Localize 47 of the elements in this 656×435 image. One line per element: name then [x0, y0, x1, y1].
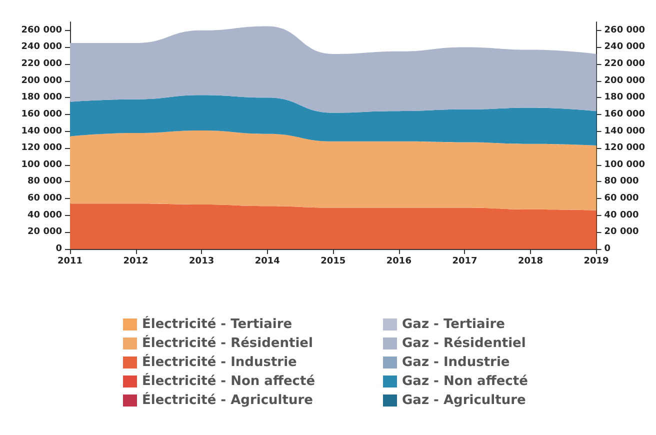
y-tick-label: 80 000 — [28, 176, 62, 187]
legend-label: Gaz - Industrie — [402, 355, 510, 370]
y-tick-label: 180 000 — [21, 92, 62, 103]
legend-label: Gaz - Résidentiel — [402, 336, 526, 351]
legend-label: Électricité - Tertiaire — [142, 315, 292, 332]
y-tick-label: 260 000 — [21, 25, 62, 36]
x-tick-label: 2016 — [386, 256, 412, 266]
y2-tick-label: 100 000 — [604, 160, 646, 170]
x-tick-label: 2012 — [123, 256, 148, 266]
legend-label: Gaz - Non affecté — [402, 374, 528, 389]
y-tick-label: 240 000 — [21, 42, 62, 52]
legend-label: Gaz - Tertiaire — [402, 317, 506, 332]
y2-tick-label: 220 000 — [604, 59, 646, 70]
y2-tick-label: 180 000 — [604, 92, 646, 103]
x-tick-label: 2013 — [189, 256, 214, 266]
y-tick-label: 100 000 — [21, 160, 62, 170]
y-tick-label: 160 000 — [21, 109, 62, 120]
y2-tick-label: 40 000 — [604, 210, 639, 220]
y-tick-label: 140 000 — [21, 126, 62, 136]
y-tick-label: 220 000 — [21, 59, 62, 70]
legend-label: Électricité - Agriculture — [142, 391, 314, 408]
y2-tick-label: 0 — [604, 244, 611, 254]
y-tick-label: 60 000 — [28, 194, 62, 204]
x-tick-label: 2019 — [584, 256, 609, 266]
legend-label: Électricité - Non affecté — [142, 372, 316, 389]
y2-tick-label: 20 000 — [604, 227, 639, 238]
y2-tick-label: 140 000 — [604, 126, 646, 136]
x-tick-label: 2014 — [254, 256, 280, 266]
y2-tick-label: 120 000 — [604, 143, 646, 154]
y2-tick-label: 160 000 — [604, 109, 646, 120]
x-tick-label: 2017 — [452, 256, 478, 266]
y2-tick-label: 80 000 — [604, 176, 639, 187]
y2-tick-label: 240 000 — [604, 42, 646, 52]
legend-label: Gaz - Agriculture — [402, 393, 526, 408]
x-tick-label: 2018 — [518, 256, 544, 266]
x-tick-label: 2015 — [320, 256, 346, 266]
y-tick-label: 120 000 — [21, 143, 62, 154]
y-tick-label: 20 000 — [28, 227, 62, 238]
y-tick-label: 0 — [56, 244, 62, 254]
legend-label: Électricité - Résidentiel — [142, 334, 313, 351]
y2-tick-label: 200 000 — [604, 76, 646, 86]
y-tick-label: 200 000 — [21, 76, 62, 86]
y-tick-label: 40 000 — [28, 210, 62, 220]
legend-label: Électricité - Industrie — [142, 353, 298, 370]
y2-tick-label: 260 000 — [604, 25, 646, 36]
y2-tick-label: 60 000 — [604, 194, 639, 204]
x-tick-label: 2011 — [57, 256, 83, 266]
